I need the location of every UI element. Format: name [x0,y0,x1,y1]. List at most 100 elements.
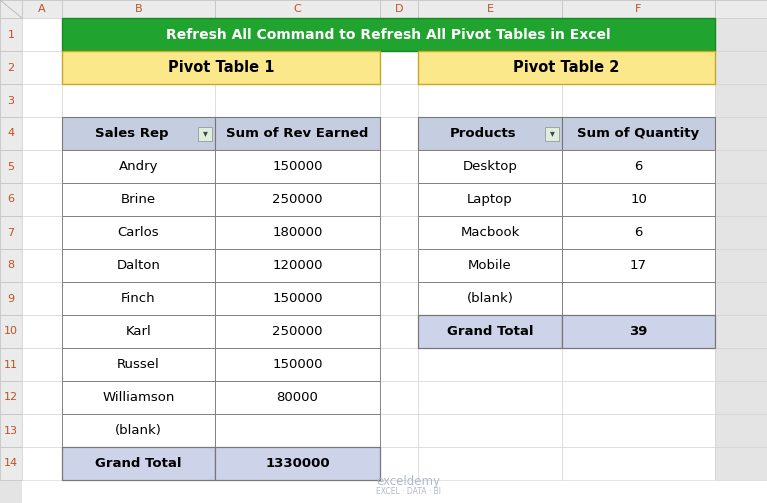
Bar [715,183,767,216]
Text: Pivot Table 1: Pivot Table 1 [168,60,275,75]
Bar [562,150,715,183]
Bar [418,51,715,84]
Bar [562,315,715,348]
Bar [62,183,215,216]
Bar [215,216,380,249]
Bar [545,126,559,140]
Bar [562,381,715,414]
Bar [62,315,215,348]
Bar [418,216,562,249]
Text: (blank): (blank) [466,292,513,305]
Text: 6: 6 [8,195,15,205]
Bar [62,117,215,150]
Text: 10: 10 [4,326,18,337]
Text: 9: 9 [8,293,15,303]
Bar [0,315,22,348]
Bar [62,447,215,480]
Bar [380,150,418,183]
Bar [22,447,62,480]
Bar [0,249,22,282]
Bar [215,381,380,414]
Bar [562,282,715,315]
Text: E: E [486,4,493,14]
Bar [715,249,767,282]
Text: 180000: 180000 [272,226,323,239]
Text: F: F [635,4,642,14]
Bar [380,381,418,414]
Bar [715,51,767,84]
Bar [418,348,562,381]
Text: exceldemy: exceldemy [377,474,440,487]
Bar [198,126,212,140]
Bar [418,282,562,315]
Bar [62,51,380,84]
Text: 4: 4 [8,128,15,138]
Bar [715,414,767,447]
Bar [22,0,62,18]
Text: 250000: 250000 [272,325,323,338]
Bar [62,150,215,183]
Text: 150000: 150000 [272,358,323,371]
Bar [215,249,380,282]
Text: 12: 12 [4,392,18,402]
Bar [418,249,562,282]
Bar [562,315,715,348]
Bar [0,216,22,249]
Text: 150000: 150000 [272,160,323,173]
Bar [562,183,715,216]
Bar [215,18,380,51]
Bar [0,447,22,480]
Bar [215,150,380,183]
Text: 3: 3 [8,96,15,106]
Bar [418,84,562,117]
Bar [215,414,380,447]
Bar [22,18,62,51]
Bar [418,183,562,216]
Bar [22,381,62,414]
Bar [0,414,22,447]
Bar [62,381,215,414]
Text: Karl: Karl [126,325,151,338]
Bar [62,249,215,282]
Text: (blank): (blank) [115,424,162,437]
Text: ▾: ▾ [550,128,555,138]
Text: 8: 8 [8,261,15,271]
Bar [562,150,715,183]
Bar [0,183,22,216]
Bar [215,348,380,381]
Bar [562,84,715,117]
Bar [215,414,380,447]
Bar [380,282,418,315]
Bar [715,150,767,183]
Bar [62,447,215,480]
Text: 2: 2 [8,62,15,72]
Bar [380,249,418,282]
Text: Williamson: Williamson [102,391,175,404]
Bar [562,216,715,249]
Bar [22,216,62,249]
Bar [215,315,380,348]
Bar [215,51,380,84]
Text: Grand Total: Grand Total [446,325,533,338]
Bar [62,18,215,51]
Bar [62,0,215,18]
Text: 1330000: 1330000 [265,457,330,470]
Text: 7: 7 [8,227,15,237]
Bar [418,117,562,150]
Bar [418,381,562,414]
Bar [380,51,418,84]
Text: ▾: ▾ [202,128,207,138]
Bar [62,282,215,315]
Text: Sum of Rev Earned: Sum of Rev Earned [226,127,369,140]
Bar [62,414,215,447]
Text: Sales Rep: Sales Rep [95,127,168,140]
Bar [215,216,380,249]
Bar [562,117,715,150]
Bar [562,348,715,381]
Text: 13: 13 [4,426,18,436]
Text: Sum of Quantity: Sum of Quantity [578,127,700,140]
Bar [715,0,767,18]
Bar [0,150,22,183]
Text: 17: 17 [630,259,647,272]
Bar [215,84,380,117]
